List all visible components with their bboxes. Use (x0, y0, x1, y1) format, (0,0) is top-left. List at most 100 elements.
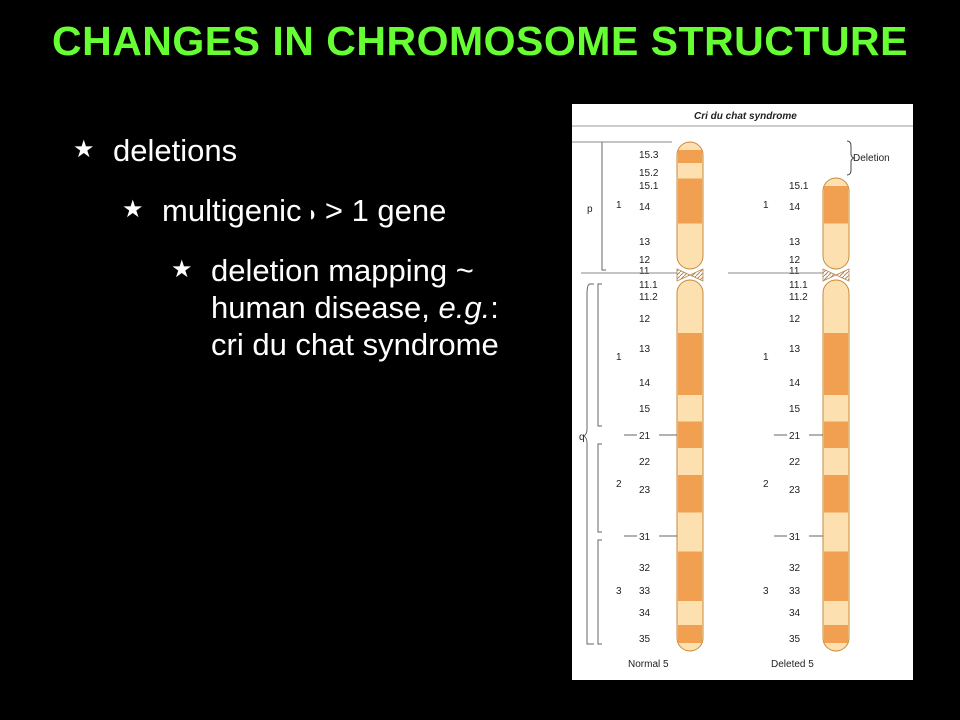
band-label: 12 (639, 255, 651, 266)
bullet-line-2-text: human disease, (211, 290, 439, 325)
band-32 (678, 551, 702, 579)
band-label: 15.1 (639, 181, 659, 192)
bullet-line-1: deletion mapping ~ (211, 253, 474, 288)
bullet-deletion-mapping: deletion mapping ~ human disease, e.g.: … (211, 252, 499, 363)
band-label: 14 (789, 202, 801, 213)
normal-caption: Normal 5 (628, 659, 669, 670)
star-icon: ★ (73, 136, 95, 163)
deleted-caption: Deleted 5 (771, 659, 814, 670)
region-label: 1 (616, 352, 622, 363)
band-label: 21 (789, 431, 801, 442)
band-label: 14 (639, 202, 651, 213)
bullet-line-3: cri du chat syndrome (211, 327, 499, 362)
arm-q-label: q (579, 432, 585, 443)
right-arrowhead-icon: ◗ (307, 201, 317, 226)
band-label: 12 (789, 314, 801, 325)
region-label: 1 (616, 200, 622, 211)
band-label: 13 (639, 344, 651, 355)
band-label: 31 (639, 532, 651, 543)
normal-chromosome: 15.315.215.11413121111.111.2121314152122… (572, 141, 704, 652)
q-arm-bracket (583, 283, 594, 645)
q2-bracket (597, 443, 602, 533)
band-label: 11 (789, 266, 800, 277)
band-15.1 (824, 186, 848, 196)
chromosome-diagram: Cri du chat syndrome 15.315.215.11413121… (572, 111, 913, 670)
band-label: 12 (789, 255, 801, 266)
region-label: 2 (616, 479, 622, 490)
band-label: 12 (639, 314, 651, 325)
band-33 (678, 578, 702, 601)
region-label: 1 (763, 200, 769, 211)
band-14 (678, 365, 702, 395)
p-arm-bracket (601, 141, 606, 271)
band-label: 11.2 (789, 292, 808, 303)
bullet-multigenic-text: multigenic (162, 193, 302, 228)
region-label: 1 (763, 352, 769, 363)
band-label: 34 (789, 608, 801, 619)
band-label: 22 (639, 457, 651, 468)
band-13 (824, 333, 848, 365)
star-icon: ★ (122, 196, 144, 223)
band-label: 11 (639, 266, 650, 277)
band-23 (824, 475, 848, 513)
q3-bracket (597, 539, 602, 645)
band-35 (824, 625, 848, 643)
band-label: 34 (639, 608, 651, 619)
band-label: 35 (639, 634, 651, 645)
band-label: 31 (789, 532, 801, 543)
star-icon: ★ (171, 256, 193, 283)
band-14 (678, 195, 702, 224)
deletion-label: Deletion (853, 153, 890, 164)
band-label: 23 (789, 485, 801, 496)
band-label: 33 (639, 586, 651, 597)
band-label: 14 (789, 378, 801, 389)
band-label: 11.1 (639, 280, 658, 291)
band-label: 14 (639, 378, 651, 389)
arm-p-label: p (587, 204, 593, 215)
band-label: 32 (789, 563, 801, 574)
band-label: 21 (639, 431, 651, 442)
band-label: 11.2 (639, 292, 658, 303)
centromere (676, 268, 704, 282)
band-label: 15.1 (789, 181, 809, 192)
band-15.1 (678, 178, 702, 196)
band-15.3 (678, 150, 702, 163)
bullet-deletions: deletions (113, 133, 238, 168)
deletion-brace (846, 140, 856, 176)
q1-bracket (597, 283, 602, 427)
band-label: 15.3 (639, 150, 659, 161)
band-label: 32 (639, 563, 651, 574)
band-21 (824, 421, 848, 448)
band-32 (824, 551, 848, 579)
band-label: 13 (789, 237, 801, 248)
region-label: 2 (763, 479, 769, 490)
region-label: 3 (763, 586, 769, 597)
bullet-line-2-colon: : (490, 290, 499, 325)
band-label: 22 (789, 457, 801, 468)
bullet-multigenic: multigenic ◗ > 1 gene (162, 192, 446, 232)
slide-title: CHANGES IN CHROMOSOME STRUCTURE (51, 18, 909, 64)
band-label: 11.1 (789, 280, 808, 291)
bullet-gene-count: > 1 gene (324, 193, 447, 228)
band-33 (824, 578, 848, 601)
band-label: 35 (789, 634, 801, 645)
band-label: 15 (789, 404, 801, 415)
band-label: 33 (789, 586, 801, 597)
band-label: 13 (789, 344, 801, 355)
bullet-line-2-emphasis: e.g. (438, 290, 491, 325)
figure-title: Cri du chat syndrome (694, 111, 797, 122)
bullet-line-2: human disease, e.g.: (211, 289, 499, 326)
band-13 (678, 333, 702, 365)
karyotype-figure: Cri du chat syndrome 15.3 15.2 15.1 14 13 12 1… (572, 104, 913, 680)
band-21 (678, 421, 702, 448)
band-label: 15.2 (639, 168, 659, 179)
band-14 (824, 195, 848, 224)
band-label: 15 (639, 404, 651, 415)
centromere (822, 268, 850, 282)
band-23 (678, 475, 702, 513)
band-label: 13 (639, 237, 651, 248)
band-14 (824, 365, 848, 395)
region-label: 3 (616, 586, 622, 597)
band-35 (678, 625, 702, 643)
band-label: 23 (639, 485, 651, 496)
